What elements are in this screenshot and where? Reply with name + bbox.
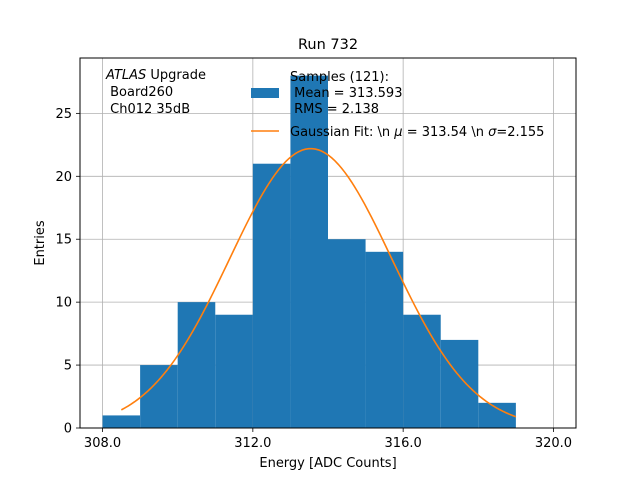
x-axis-label: Energy [ADC Counts]	[259, 456, 396, 471]
gaussian-fit-curve	[120, 147, 517, 418]
histogram-bar-9	[440, 339, 479, 428]
legend-fit-text-1: Gaussian Fit: \n	[290, 125, 394, 140]
histogram-bars	[102, 75, 516, 428]
x-tick-label-1: 312.0	[234, 436, 271, 451]
histogram-bar-7	[365, 251, 404, 428]
histogram-bar-8	[403, 314, 441, 428]
x-axis-ticks: 308.0 312.0 316.0 320.0	[84, 428, 572, 451]
y-axis-label: Entries	[33, 220, 48, 266]
histogram-bar-5	[290, 75, 328, 428]
legend-histogram-label-2: Mean = 313.593	[290, 86, 402, 101]
histogram-bar-10	[478, 402, 516, 428]
legend-histogram-label-1: Samples (121):	[290, 70, 389, 85]
y-tick-label-5: 25	[55, 107, 72, 122]
y-tick-label-1: 5	[64, 359, 72, 374]
y-tick-label-0: 0	[64, 422, 72, 437]
legend-fit-text-2: = 313.54 \n	[403, 125, 489, 140]
x-tick-label-3: 320.0	[535, 436, 572, 451]
histogram-bar-3	[215, 314, 253, 428]
legend-fit-mu: μ	[393, 125, 402, 140]
legend: Samples (121): Mean = 313.593 RMS = 2.13…	[251, 70, 544, 140]
y-tick-label-2: 10	[55, 296, 72, 311]
histogram-bar-4	[252, 163, 291, 428]
annotation-atlas: ATLAS	[105, 68, 146, 83]
y-tick-label-3: 15	[55, 233, 72, 248]
annotation-upgrade: Upgrade	[146, 68, 206, 83]
histogram-bar-2	[177, 302, 216, 428]
histogram-bar-6	[328, 239, 366, 428]
atlas-annotation: ATLAS Upgrade Board260 Ch012 35dB	[105, 68, 206, 117]
plot-frame	[79, 57, 577, 429]
y-tick-label-4: 20	[55, 170, 72, 185]
legend-fit-label: Gaussian Fit: \n μ = 313.54 \n σ=2.155	[290, 125, 544, 140]
legend-fit-text-3: =2.155	[496, 125, 544, 140]
annotation-line-3: Ch012 35dB	[106, 102, 190, 117]
legend-fit-sigma: σ	[488, 125, 497, 140]
legend-histogram-swatch	[251, 88, 279, 98]
legend-histogram-label-3: RMS = 2.138	[290, 102, 379, 117]
x-tick-label-0: 308.0	[84, 436, 121, 451]
annotation-line-1: ATLAS Upgrade	[105, 68, 206, 83]
x-tick-label-2: 316.0	[385, 436, 422, 451]
histogram-bar-1	[140, 365, 178, 428]
annotation-line-2: Board260	[106, 85, 173, 100]
y-axis-ticks: 0 5 10 15 20 25	[55, 107, 80, 437]
chart-title: Run 732	[298, 37, 358, 53]
histogram-bar-0	[102, 415, 141, 428]
